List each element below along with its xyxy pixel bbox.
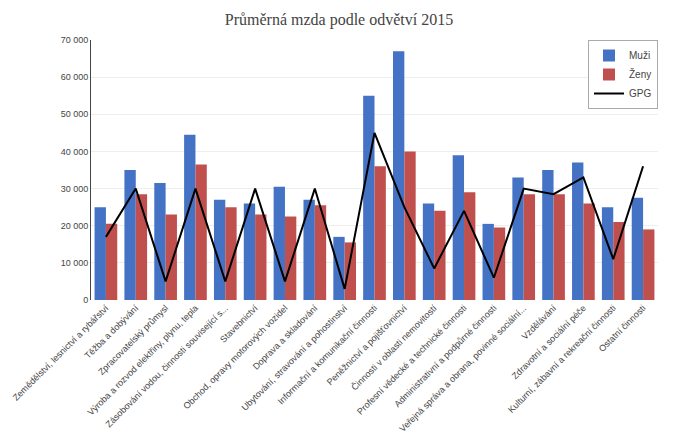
svg-text:Ostatní činnosti: Ostatní činnosti bbox=[597, 303, 648, 354]
svg-text:10 000: 10 000 bbox=[61, 258, 89, 268]
svg-text:0: 0 bbox=[83, 295, 88, 305]
svg-text:Zdravotní a sociální péče: Zdravotní a sociální péče bbox=[510, 303, 588, 381]
svg-text:Obchod, opravy motorových vozi: Obchod, opravy motorových vozidel bbox=[181, 303, 289, 411]
svg-text:Těžba a dobývání: Těžba a dobývání bbox=[83, 303, 141, 361]
svg-text:Informační a komunikační činno: Informační a komunikační činnosti bbox=[276, 303, 379, 406]
svg-text:Kulturní, zábavní a rekreační: Kulturní, zábavní a rekreační činnosti bbox=[506, 303, 618, 415]
svg-text:Zpracovatelský průmysl: Zpracovatelský průmysl bbox=[96, 303, 170, 377]
svg-text:Ženy: Ženy bbox=[629, 68, 651, 80]
svg-text:60 000: 60 000 bbox=[61, 72, 89, 82]
svg-text:Výroba a rozvod elektřiny, ply: Výroba a rozvod elektřiny, plynu, tepla bbox=[86, 303, 200, 417]
svg-text:Administrativní a podpůrné čin: Administrativní a podpůrné činnosti bbox=[392, 303, 498, 409]
svg-text:GPG: GPG bbox=[629, 88, 651, 99]
svg-text:Doprava a skladování: Doprava a skladování bbox=[251, 303, 320, 372]
svg-text:Zemědělství, lesnictví a rybář: Zemědělství, lesnictví a rybářství bbox=[11, 303, 111, 403]
svg-text:Muži: Muži bbox=[629, 50, 650, 61]
svg-text:Veřejná správa a obrana, povin: Veřejná správa a obrana, povinné sociáln… bbox=[397, 303, 528, 434]
svg-text:40 000: 40 000 bbox=[61, 147, 89, 157]
svg-text:Profesní vědecké a technické č: Profesní vědecké a technické činnosti bbox=[355, 303, 469, 417]
svg-text:50 000: 50 000 bbox=[61, 109, 89, 119]
svg-text:Činnosti v oblasti nemovitostí: Činnosti v oblasti nemovitostí bbox=[349, 303, 439, 393]
svg-text:Peněžnictví a pojišťovnictví: Peněžnictví a pojišťovnictví bbox=[325, 303, 409, 387]
svg-text:70 000: 70 000 bbox=[61, 35, 89, 45]
svg-text:Průměrná mzda podle odvětví 20: Průměrná mzda podle odvětví 2015 bbox=[225, 11, 453, 29]
svg-text:Vzdělávání: Vzdělávání bbox=[520, 303, 559, 342]
svg-text:20 000: 20 000 bbox=[61, 221, 89, 231]
svg-text:Stavebnictví: Stavebnictví bbox=[218, 303, 260, 345]
svg-text:Ubytování, stravování a pohost: Ubytování, stravování a pohostinství bbox=[240, 303, 350, 413]
svg-text:Zásobování vodou, činnosti sou: Zásobování vodou, činnosti související s… bbox=[104, 303, 230, 429]
svg-text:30 000: 30 000 bbox=[61, 184, 89, 194]
